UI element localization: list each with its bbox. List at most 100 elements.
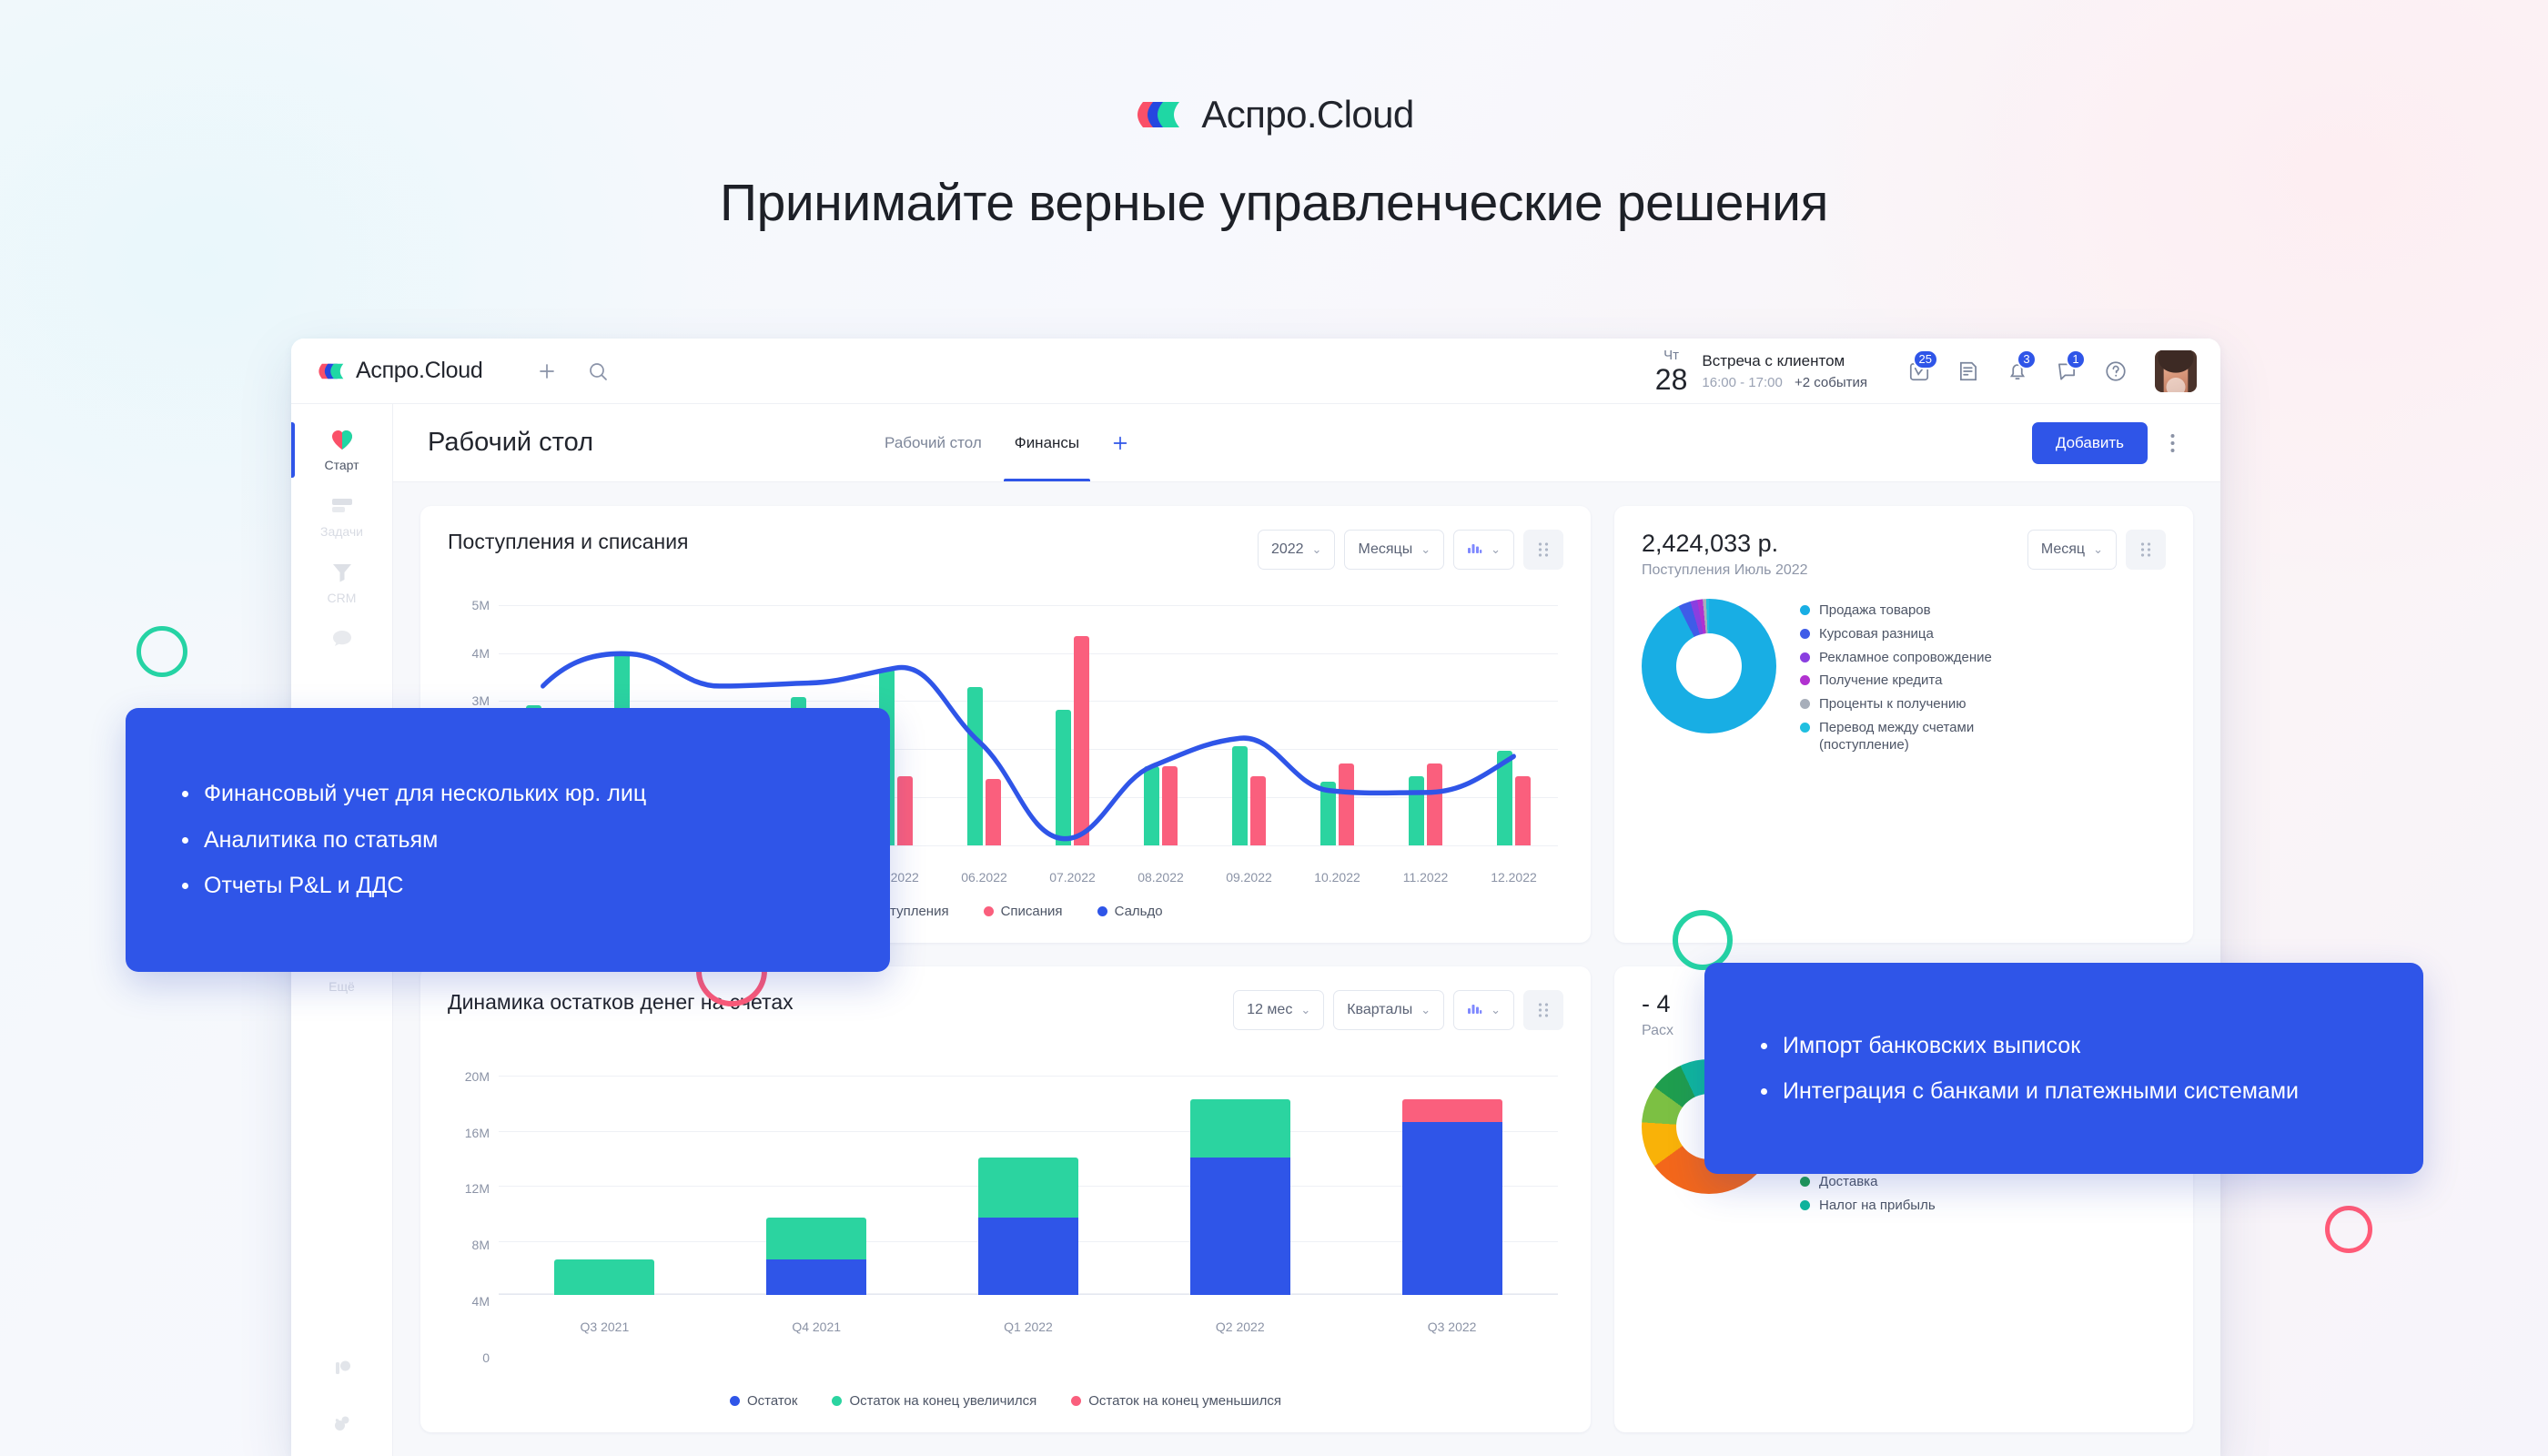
sidebar-item-start[interactable]: Старт [291,417,392,483]
stacked-bar[interactable] [977,1050,1078,1295]
calendar-event-time: 16:00 - 17:00 [1702,374,1783,390]
search-icon[interactable] [578,351,618,391]
card-controls: Месяц ⌄ [2027,530,2166,570]
chat-icon[interactable]: 1 [2042,349,2091,393]
y-tick: 4M [471,1293,490,1309]
legend-item[interactable]: Остаток [729,1393,797,1409]
calendar-weekday: Чт [1663,347,1680,363]
legend-item[interactable]: Продажа товаров [1800,602,2037,620]
legend-item[interactable]: Списания [983,904,1063,919]
card-header: 2,424,033 р. Поступления Июль 2022 Месяц… [1642,530,2166,579]
x-tick: Q2 2022 [1215,1320,1265,1335]
year-select[interactable]: 2022 ⌄ [1257,530,1336,570]
badge-count: 1 [2066,349,2086,369]
tab-finance[interactable]: Финансы [998,404,1096,481]
legend-label: Курсовая разница [1819,625,1934,642]
y-tick: 16M [464,1125,490,1140]
period-select[interactable]: Месяцы ⌄ [1344,530,1445,570]
drag-grip-icon[interactable] [1523,990,1563,1030]
topbar-right: Чт 28 Встреча с клиентом 16:00 - 17:00 +… [1655,349,2197,394]
tag-icon[interactable] [329,1354,356,1386]
y-tick: 3M [471,693,490,709]
chevron-down-icon: ⌄ [1300,1003,1311,1016]
legend-label: Проценты к получению [1819,696,1967,712]
legend-item[interactable]: Рекламное сопровождение [1800,650,2037,667]
legend-item[interactable]: Остаток на конец увеличился [832,1393,1036,1409]
decor-ring-pink-right [2325,1206,2372,1253]
sidebar-item-crm[interactable]: CRM [291,550,392,616]
calendar-event-extra: +2 события [1794,374,1867,390]
brand-name: Аспро.Cloud [1201,93,1414,136]
y-tick: 5M [471,597,490,612]
legend-item[interactable]: Сальдо [1097,904,1163,919]
period-select[interactable]: Месяц ⌄ [2027,530,2117,570]
notes-icon[interactable] [1944,349,1993,393]
legend-item[interactable]: Получение кредита [1800,672,2037,690]
x-tick: Q3 2022 [1427,1320,1477,1335]
y-axis: 20M 16M 12M 8M 4M 0 [448,1050,495,1380]
legend-item[interactable]: Доставка [1800,1174,1983,1191]
tab-dashboard[interactable]: Рабочий стол [885,433,982,451]
legend-item[interactable]: Проценты к получению [1800,696,2037,713]
saldo-line-series [541,651,1516,842]
kpi-block: 2,424,033 р. Поступления Июль 2022 [1642,530,1808,579]
incoming-donut: Продажа товаров Курсовая разница Рекламн… [1642,599,2166,919]
x-tick: 12.2022 [1491,870,1537,885]
legend-item[interactable]: Перевод между счетами (поступление) [1800,720,2037,754]
legend-label: Сальдо [1114,904,1163,919]
chart-type-select[interactable]: ⌄ [1453,530,1514,570]
chart-legend: Остаток Остаток на конец увеличился Оста… [448,1393,1563,1409]
kpi-amount: 2,424,033 р. [1642,530,1779,557]
sidebar-item-chat[interactable] [291,616,392,668]
page-headline: Принимайте верные управленческие решения [720,174,1828,232]
callout-item: Интеграция с банками и платежными систем… [1757,1077,2371,1107]
period-select-value: Кварталы [1347,1002,1413,1017]
drag-grip-icon[interactable] [2126,530,2166,570]
card-controls: 2022 ⌄ Месяцы ⌄ ⌄ [1257,530,1563,570]
legend-item[interactable]: Налог на прибыль [1800,1198,1983,1215]
callout-list: Импорт банковских выписок Интеграция с б… [1757,1015,2371,1123]
donut-chart[interactable] [1642,599,1776,733]
stacked-bar[interactable] [1189,1050,1290,1295]
y-tick: 4M [471,645,490,661]
page-title: Рабочий стол [428,428,594,457]
settings-gear-icon[interactable] [329,1410,356,1441]
stacked-bar-series [499,1050,1558,1295]
legend-label: Получение кредита [1819,672,1943,689]
tasks-calendar-icon[interactable]: 25 [1895,349,1944,393]
y-tick: 0 [482,1350,490,1365]
x-tick: Q1 2022 [1004,1320,1053,1335]
y-tick: 8M [471,1238,490,1253]
x-tick: 09.2022 [1226,870,1272,885]
x-tick: 11.2022 [1402,870,1449,885]
range-select[interactable]: 12 мес ⌄ [1233,990,1325,1030]
legend-item[interactable]: Курсовая разница [1800,626,2037,643]
card-controls: 12 мес ⌄ Кварталы ⌄ ⌄ [1233,990,1563,1030]
legend-label: Списания [1000,904,1063,919]
chevron-down-icon: ⌄ [1421,542,1431,556]
legend-item[interactable]: Остаток на конец уменьшился [1071,1393,1281,1409]
drag-grip-icon[interactable] [1523,530,1563,570]
stacked-bar[interactable] [554,1050,655,1295]
calendar-event-chip[interactable]: Чт 28 Встреча с клиентом 16:00 - 17:00 +… [1655,349,1867,394]
brand-header: Аспро.Cloud [0,93,2548,136]
plus-icon[interactable] [1096,404,1145,481]
period-select[interactable]: Кварталы ⌄ [1333,990,1445,1030]
add-button[interactable]: Добавить [2031,421,2148,464]
kebab-menu-icon[interactable] [2155,426,2189,460]
x-tick: Q4 2021 [792,1320,842,1335]
chevron-down-icon: ⌄ [1421,1003,1431,1016]
stacked-bar[interactable] [1401,1050,1502,1295]
avatar[interactable] [2155,349,2197,392]
help-icon[interactable] [2091,349,2140,393]
kpi-subtitle: Расх [1642,1023,1674,1038]
x-tick: 08.2022 [1138,870,1184,885]
sidebar-item-label: Старт [324,458,359,472]
plus-icon[interactable] [527,351,567,391]
app-logo[interactable]: Аспро.Cloud [317,358,483,384]
sidebar-item-tasks[interactable]: Задачи [291,483,392,550]
chart-type-select[interactable]: ⌄ [1453,990,1514,1030]
decor-ring-teal-center [1673,910,1733,970]
stacked-bar[interactable] [766,1050,867,1295]
bell-icon[interactable]: 3 [1993,349,2042,393]
